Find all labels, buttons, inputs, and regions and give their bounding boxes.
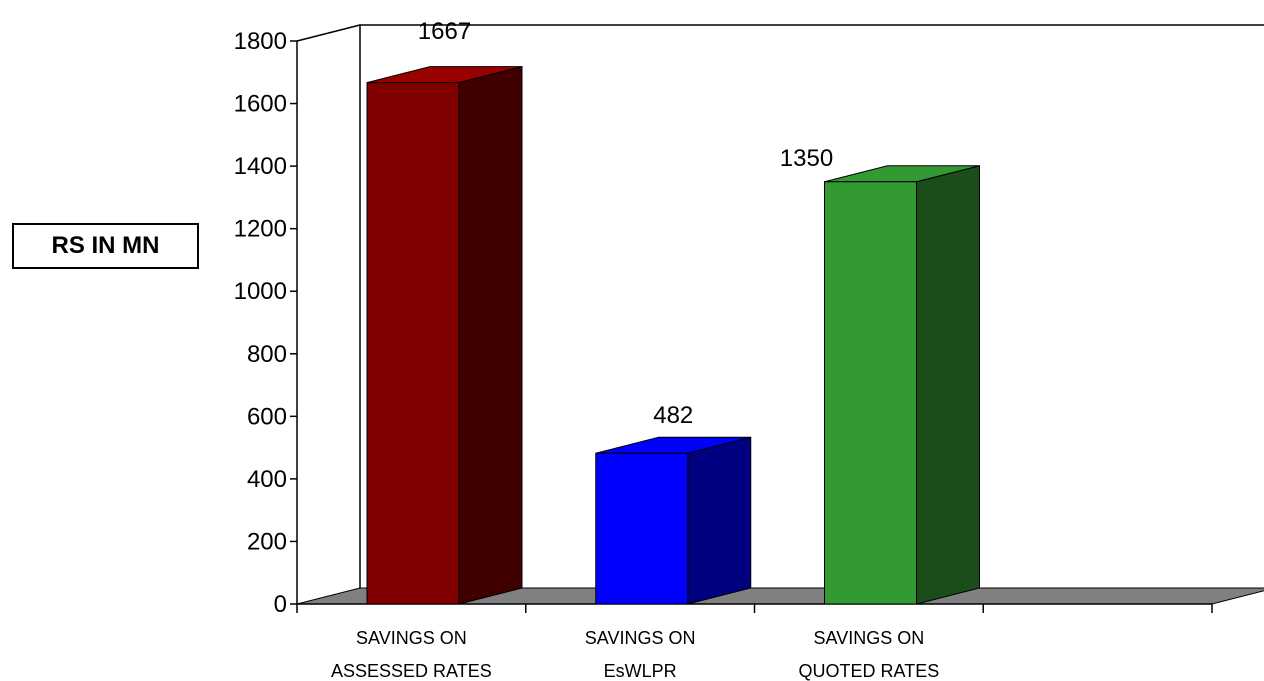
bar-side-face	[458, 65, 523, 605]
x-category-label: EsWLPR	[604, 661, 677, 681]
data-label: 482	[653, 402, 693, 429]
y-tick-label: 400	[247, 466, 287, 493]
data-labels: 1667 482 1350	[418, 18, 833, 429]
bar-front-face	[366, 82, 460, 605]
x-category-label: QUOTED RATES	[799, 661, 940, 681]
x-category-label: SAVINGS ON	[356, 628, 467, 648]
data-label: 1350	[780, 145, 833, 172]
y-tick-label: 800	[247, 341, 287, 368]
bars	[366, 65, 980, 605]
bar	[595, 436, 752, 605]
bar-side-face	[916, 165, 980, 605]
y-tick-label: 0	[274, 591, 287, 618]
y-tick-label: 600	[247, 403, 287, 430]
y-axis: 0 200 400 600 800 1000 1200 1400 1600 1800	[234, 28, 298, 618]
data-label: 1667	[418, 18, 471, 45]
chart-back-wall	[296, 24, 1264, 588]
bar-front-face	[824, 181, 917, 605]
y-tick-label: 1800	[234, 28, 287, 55]
bar	[824, 165, 980, 605]
y-tick-label: 1600	[234, 91, 287, 118]
y-axis-label: RS IN MN	[12, 223, 199, 269]
bar-front-face	[595, 452, 689, 605]
side-wall-top-edge	[296, 24, 361, 42]
y-tick-label: 1400	[234, 153, 287, 180]
y-tick-label: 200	[247, 528, 287, 555]
bar	[366, 65, 523, 605]
bar-side-face	[687, 436, 752, 605]
x-category-label: SAVINGS ON	[814, 628, 925, 648]
y-tick-label: 1200	[234, 216, 287, 243]
x-category-label: SAVINGS ON	[585, 628, 696, 648]
x-category-label: ASSESSED RATES	[331, 661, 492, 681]
x-axis: SAVINGS ON ASSESSED RATES SAVINGS ON EsWLPR…	[296, 603, 1213, 681]
y-tick-label: 1000	[234, 278, 287, 305]
